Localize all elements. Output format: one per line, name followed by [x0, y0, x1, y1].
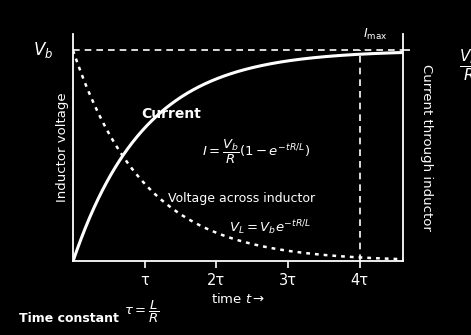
Text: $V_b$: $V_b$: [33, 41, 53, 60]
Text: Time constant: Time constant: [19, 312, 123, 325]
X-axis label: time $t\rightarrow$: time $t\rightarrow$: [211, 292, 265, 306]
Y-axis label: Inductor voltage: Inductor voltage: [56, 92, 69, 202]
Text: $\dfrac{V_b}{R}$: $\dfrac{V_b}{R}$: [459, 47, 471, 83]
Y-axis label: Current through inductor: Current through inductor: [420, 64, 433, 231]
Text: Voltage across inductor: Voltage across inductor: [168, 192, 315, 205]
Text: $I = \dfrac{V_b}{R}\left(1 - e^{-tR/L}\right)$: $I = \dfrac{V_b}{R}\left(1 - e^{-tR/L}\r…: [202, 137, 310, 166]
Text: $V_L = V_b e^{-tR/L}$: $V_L = V_b e^{-tR/L}$: [229, 218, 311, 237]
Text: $I_{\mathrm{max}}$: $I_{\mathrm{max}}$: [363, 27, 388, 42]
Text: Current: Current: [141, 107, 201, 121]
Text: $\tau = \dfrac{L}{R}$: $\tau = \dfrac{L}{R}$: [123, 299, 159, 325]
